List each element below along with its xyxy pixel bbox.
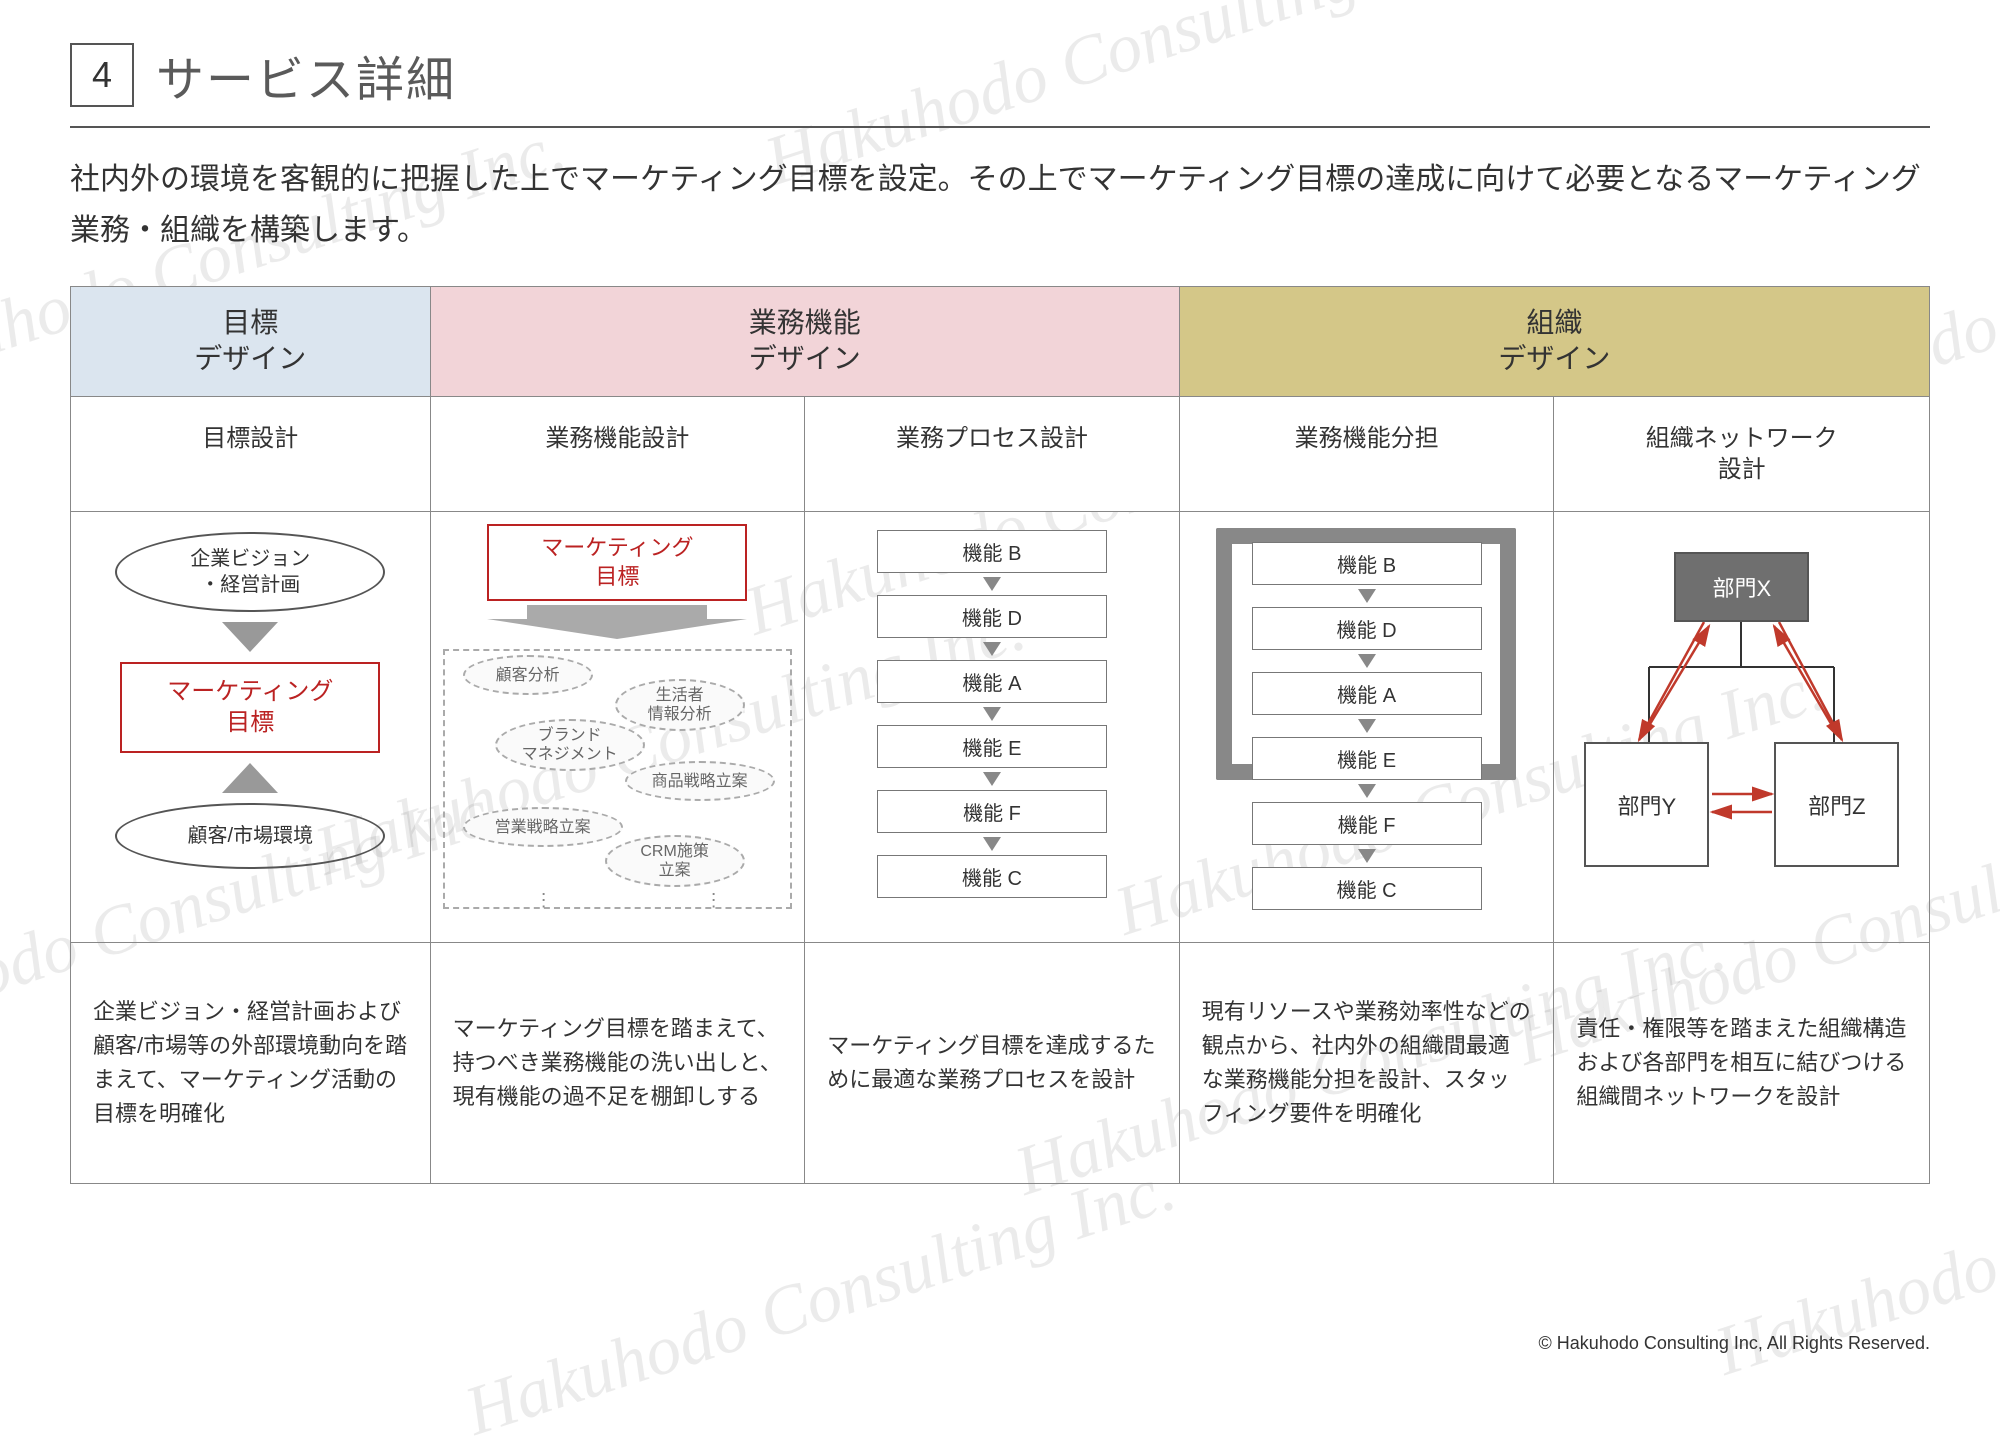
org-box-right: 部門Z <box>1774 742 1899 867</box>
title-divider <box>70 126 1930 128</box>
arrow-down-icon <box>1358 719 1376 733</box>
subheader: 業務プロセス設計 <box>805 397 1180 511</box>
flow-box: 機能 A <box>877 660 1107 703</box>
main-table: 目標 デザイン 業務機能 デザイン 組織 デザイン 目標設計 業務機能設計 業務… <box>70 286 1930 1184</box>
flow-box: 機能 F <box>1252 802 1482 845</box>
header-org-design: 組織 デザイン <box>1180 287 1929 396</box>
description: 現有リソースや業務効率性などの観点から、社内外の組織間最適な業務機能分担を設計、… <box>1180 943 1555 1183</box>
redbox-marketing-goal: マーケティング 目標 <box>120 662 380 752</box>
org-box-left: 部門Y <box>1584 742 1709 867</box>
subtitle: 社内外の環境を客観的に把握した上でマーケティング目標を設定。その上でマーケティン… <box>70 154 1930 256</box>
ellipse-vision: 企業ビジョン ・経営計画 <box>115 532 385 612</box>
flow-box: 機能 B <box>877 530 1107 573</box>
arrow-down-icon <box>222 622 278 652</box>
header-line: 業務機能 <box>431 305 1179 341</box>
header-line: デザイン <box>71 341 430 377</box>
flow-box: 機能 A <box>1252 672 1482 715</box>
page-number-box: 4 <box>70 43 134 107</box>
flow-box: 機能 F <box>877 790 1107 833</box>
subheader: 業務機能設計 <box>431 397 806 511</box>
arrow-down-icon <box>983 837 1001 851</box>
copyright-footer: © Hakuhodo Consulting Inc, All Rights Re… <box>1539 1333 1930 1354</box>
subheader: 目標設計 <box>71 397 431 511</box>
diagram-org-network: 部門X 部門Y 部門Z <box>1554 512 1929 942</box>
function-bubble-container: 顧客分析 生活者 情報分析 ブランド マネジメント 商品戦略立案 営業戦略立案 … <box>443 649 793 909</box>
flow-box: 機能 E <box>1252 737 1482 780</box>
header-function-design: 業務機能 デザイン <box>431 287 1180 396</box>
arrow-down-icon <box>1358 849 1376 863</box>
bubble: CRM施策 立案 <box>605 835 745 887</box>
arrow-down-icon <box>983 577 1001 591</box>
arrow-down-icon <box>983 772 1001 786</box>
description: 責任・権限等を踏まえた組織構造および各部門を相互に結びつける組織間ネットワークを… <box>1554 943 1929 1183</box>
description: マーケティング目標を踏まえて、持つべき業務機能の洗い出しと、現有機能の過不足を棚… <box>431 943 806 1183</box>
arrow-down-icon <box>1358 654 1376 668</box>
flow-box: 機能 C <box>1252 867 1482 910</box>
description: マーケティング目標を達成するために最適な業務プロセスを設計 <box>805 943 1180 1183</box>
arrow-down-icon <box>983 642 1001 656</box>
arrow-down-icon <box>1358 784 1376 798</box>
arrow-down-icon <box>983 707 1001 721</box>
flow-box: 機能 B <box>1252 542 1482 585</box>
vertical-dots-icon: ⋮ <box>705 891 723 909</box>
diagram-allocation: 機能 B 機能 D 機能 A 機能 E 機能 F 機能 C <box>1180 512 1555 942</box>
subheader: 業務機能分担 <box>1180 397 1555 511</box>
bubble: 顧客分析 <box>463 655 593 695</box>
bubble: ブランド マネジメント <box>495 719 645 771</box>
diagram-goal: 企業ビジョン ・経営計画 マーケティング 目標 顧客/市場環境 <box>71 512 431 942</box>
header-line: デザイン <box>431 341 1179 377</box>
redbox-marketing-goal: マーケティング 目標 <box>487 524 747 601</box>
header-line: 組織 <box>1180 305 1929 341</box>
wide-arrow-down-icon <box>487 605 747 639</box>
bubble: 営業戦略立案 <box>463 807 623 847</box>
header-goal-design: 目標 デザイン <box>71 287 431 396</box>
arrow-up-icon <box>222 763 278 793</box>
flow-box: 機能 D <box>877 595 1107 638</box>
vertical-dots-icon: ⋮ <box>535 891 553 909</box>
arrow-down-icon <box>1358 589 1376 603</box>
page-title: サービス詳細 <box>156 40 456 110</box>
description: 企業ビジョン・経営計画および顧客/市場等の外部環境動向を踏まえて、マーケティング… <box>71 943 431 1183</box>
bubble: 商品戦略立案 <box>625 761 775 801</box>
flow-box: 機能 D <box>1252 607 1482 650</box>
bubble: 生活者 情報分析 <box>615 679 745 731</box>
ellipse-market: 顧客/市場環境 <box>115 803 385 869</box>
subheader: 組織ネットワーク 設計 <box>1554 397 1929 511</box>
flow-box: 機能 C <box>877 855 1107 898</box>
diagram-process: 機能 B 機能 D 機能 A 機能 E 機能 F 機能 C <box>805 512 1180 942</box>
flow-box: 機能 E <box>877 725 1107 768</box>
header-line: デザイン <box>1180 341 1929 377</box>
header-line: 目標 <box>71 305 430 341</box>
org-box-top: 部門X <box>1674 552 1809 622</box>
diagram-function: マーケティング 目標 顧客分析 生活者 情報分析 ブランド マネジメント 商品戦… <box>431 512 806 942</box>
